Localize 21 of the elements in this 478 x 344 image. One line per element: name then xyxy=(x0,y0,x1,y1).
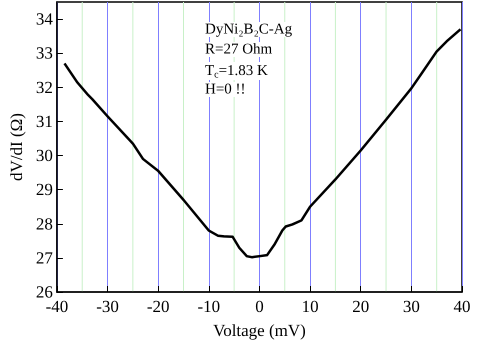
annotation: DyNi₂B₂C-Ag xyxy=(205,22,293,38)
x-tick-label: -30 xyxy=(96,297,119,316)
x-tick-label: 0 xyxy=(255,297,264,316)
annotation: R=27 Ohm xyxy=(205,42,273,58)
x-tick-label: -20 xyxy=(146,297,170,316)
y-axis-title: dV/dI (Ω) xyxy=(7,113,26,181)
y-tick-label: 34 xyxy=(36,10,54,29)
y-tick-label: 31 xyxy=(36,112,53,131)
x-tick-label: 10 xyxy=(302,297,319,316)
y-tick-label: 28 xyxy=(36,214,53,234)
x-tick-label: 20 xyxy=(352,297,370,316)
y-tick-label: 30 xyxy=(36,146,53,166)
x-axis-title: Voltage (mV) xyxy=(213,321,306,340)
x-tick-label: 30 xyxy=(402,297,420,316)
y-tick-label: 32 xyxy=(36,78,53,97)
annotation: H=0 !! xyxy=(205,82,246,98)
y-tick-label: 33 xyxy=(36,44,53,63)
y-tick-label: 27 xyxy=(36,248,54,268)
x-tick-label: -10 xyxy=(197,297,220,316)
x-tick-label: 40 xyxy=(454,297,470,316)
y-tick-label: 29 xyxy=(36,180,53,200)
